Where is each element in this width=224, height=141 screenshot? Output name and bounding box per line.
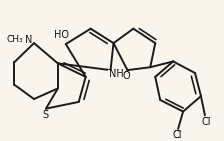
Text: HO: HO [54,30,69,40]
FancyBboxPatch shape [169,132,185,138]
Text: O: O [123,71,130,81]
Text: NH: NH [109,69,123,79]
Text: CH₃: CH₃ [7,35,23,44]
Text: S: S [43,110,49,120]
Text: Cl: Cl [172,130,182,140]
Text: HO: HO [54,30,69,40]
FancyBboxPatch shape [122,73,131,80]
FancyBboxPatch shape [54,31,69,38]
FancyBboxPatch shape [108,70,124,77]
Text: Cl: Cl [172,130,182,140]
Text: Cl: Cl [201,116,211,126]
Text: N: N [25,35,32,45]
Text: O: O [123,71,130,81]
Text: S: S [43,110,49,120]
Text: CH₃: CH₃ [7,35,23,44]
Text: NH: NH [109,69,123,79]
Text: Cl: Cl [201,116,211,126]
FancyBboxPatch shape [198,118,214,125]
Text: N: N [25,35,32,45]
FancyBboxPatch shape [24,36,33,43]
FancyBboxPatch shape [7,36,23,43]
FancyBboxPatch shape [41,111,50,118]
